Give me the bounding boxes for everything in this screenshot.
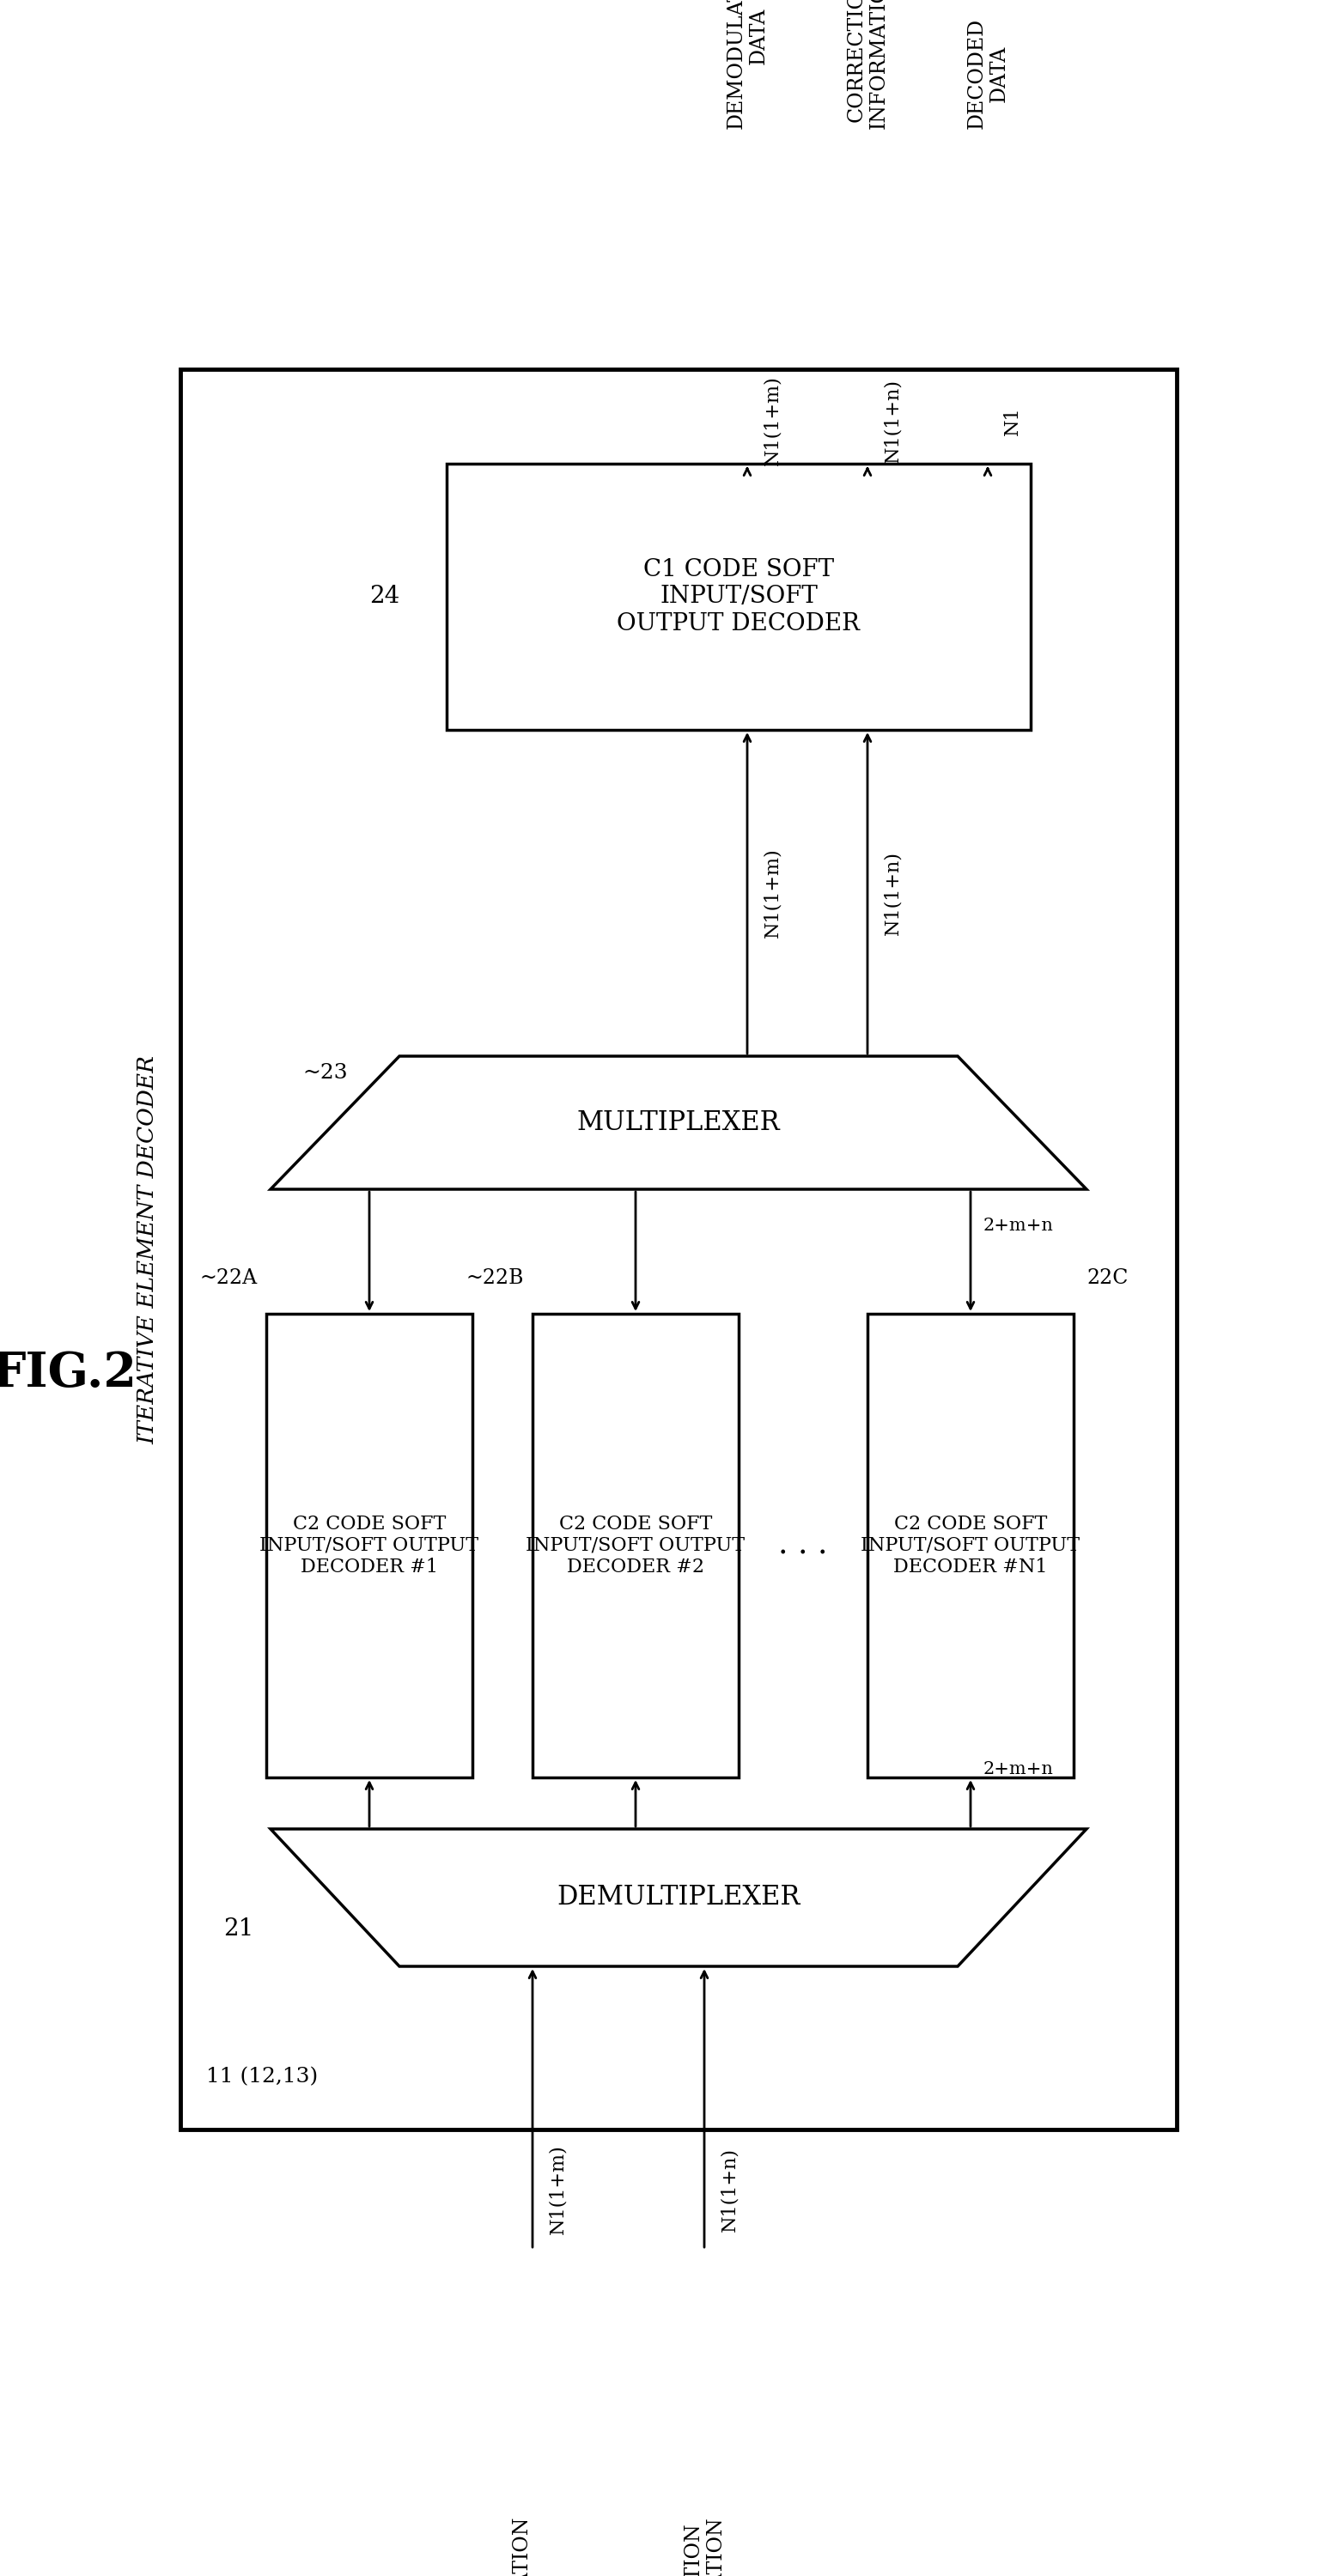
- Text: 2+m+n: 2+m+n: [984, 1762, 1054, 1777]
- Text: 2+m+n: 2+m+n: [984, 1218, 1054, 1234]
- Bar: [180, 368, 1177, 2130]
- Text: 21: 21: [223, 1917, 253, 1940]
- Bar: [447, 464, 1030, 729]
- Text: DECODED
DATA: DECODED DATA: [966, 18, 1009, 129]
- Text: N1(1+m): N1(1+m): [762, 376, 781, 466]
- Bar: [267, 1314, 472, 1777]
- Bar: [532, 1314, 738, 1777]
- Text: C1 CODE SOFT
INPUT/SOFT
OUTPUT DECODER: C1 CODE SOFT INPUT/SOFT OUTPUT DECODER: [617, 559, 860, 636]
- Text: DEMULTIPLEXER: DEMULTIPLEXER: [557, 1886, 800, 1911]
- Text: C2 CODE SOFT
INPUT/SOFT OUTPUT
DECODER #2: C2 CODE SOFT INPUT/SOFT OUTPUT DECODER #…: [527, 1515, 745, 1577]
- Text: N1(1+n): N1(1+n): [882, 850, 902, 935]
- Text: ~22A: ~22A: [200, 1267, 257, 1288]
- Text: N1(1+n): N1(1+n): [720, 2148, 738, 2231]
- Text: FIG.2: FIG.2: [0, 1350, 137, 1396]
- Text: N1: N1: [1004, 407, 1022, 435]
- Text: C2 CODE SOFT
INPUT/SOFT OUTPUT
DECODER #1: C2 CODE SOFT INPUT/SOFT OUTPUT DECODER #…: [260, 1515, 479, 1577]
- Text: N1(1+n): N1(1+n): [882, 379, 902, 464]
- Text: . . .: . . .: [778, 1530, 828, 1561]
- Text: 22C: 22C: [1086, 1267, 1128, 1288]
- Text: DEMODULATION
DATA: DEMODULATION DATA: [512, 2517, 553, 2576]
- Text: ~22B: ~22B: [467, 1267, 524, 1288]
- Text: CORRECTION
INFORMATION: CORRECTION INFORMATION: [846, 0, 889, 129]
- Text: ITERATIVE ELEMENT DECODER: ITERATIVE ELEMENT DECODER: [137, 1056, 159, 1443]
- Polygon shape: [271, 1056, 1086, 1190]
- Text: ~23: ~23: [303, 1064, 348, 1082]
- Text: N1(1+m): N1(1+m): [548, 2146, 567, 2233]
- Text: DEMODULATION
DATA: DEMODULATION DATA: [726, 0, 769, 129]
- Text: 11 (12,13): 11 (12,13): [207, 2066, 319, 2087]
- Text: MULTIPLEXER: MULTIPLEXER: [577, 1110, 780, 1136]
- Text: N1(1+m): N1(1+m): [762, 848, 781, 938]
- Bar: [868, 1314, 1073, 1777]
- Text: C2 CODE SOFT
INPUT/SOFT OUTPUT
DECODER #N1: C2 CODE SOFT INPUT/SOFT OUTPUT DECODER #…: [861, 1515, 1080, 1577]
- Text: 24: 24: [369, 585, 400, 608]
- Text: CORRECTION
INFORMATION: CORRECTION INFORMATION: [682, 2517, 725, 2576]
- Polygon shape: [271, 1829, 1086, 1965]
